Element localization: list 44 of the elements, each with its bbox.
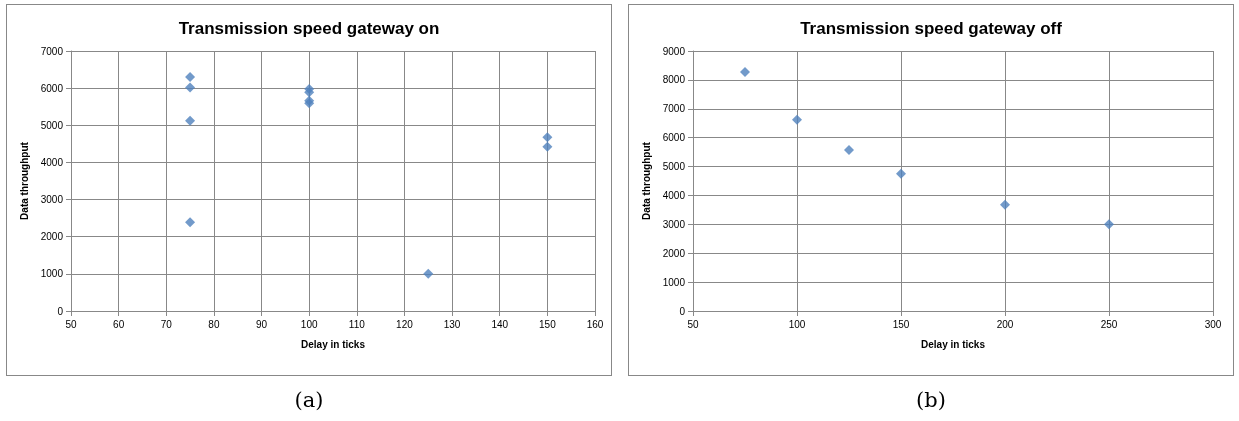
- y-tick-label: 6000: [662, 132, 686, 144]
- x-tick-label: 140: [491, 318, 509, 330]
- y-tick-label: 3000: [662, 218, 686, 230]
- x-tick-label: 300: [1204, 318, 1222, 330]
- y-tick-label: 0: [679, 305, 686, 317]
- y-tick-label: 5000: [662, 161, 686, 173]
- x-tick-label: 100: [300, 318, 318, 330]
- y-tick-label: 3000: [40, 194, 64, 206]
- x-tick-label: 50: [687, 318, 699, 330]
- y-tick-label: 4000: [662, 189, 686, 201]
- y-tick-label: 2000: [40, 231, 64, 243]
- y-tick-label: 7000: [662, 103, 686, 115]
- text: (a): [293, 388, 325, 412]
- y-tick-label: 1000: [40, 268, 64, 280]
- text: (b): [915, 388, 947, 412]
- x-tick-label: 130: [443, 318, 461, 330]
- x-tick-label: 90: [255, 318, 268, 330]
- x-tick-label: 100: [788, 318, 806, 330]
- y-tick-label: 1000: [662, 276, 686, 288]
- y-tick-label: 7000: [40, 45, 64, 57]
- y-tick-label: 0: [57, 305, 64, 317]
- x-tick-label: 60: [113, 318, 125, 330]
- x-tick-label: 150: [539, 318, 557, 330]
- x-tick-label: 200: [996, 318, 1014, 330]
- x-tick-label: 80: [208, 318, 220, 330]
- chart-title: Transmission speed gateway on: [178, 19, 440, 38]
- y-tick-label: 4000: [40, 156, 64, 168]
- y-axis-title: Data throughput: [640, 141, 652, 220]
- x-tick-label: 120: [396, 318, 414, 330]
- x-axis-title: Delay in ticks: [921, 338, 986, 350]
- x-tick-label: 50: [65, 318, 77, 330]
- y-tick-label: 8000: [662, 74, 686, 86]
- x-tick-label: 150: [892, 318, 910, 330]
- x-tick-label: 70: [160, 318, 173, 330]
- x-tick-label: 110: [348, 318, 366, 330]
- y-axis-title: Data throughput: [18, 141, 30, 220]
- x-axis-title: Delay in ticks: [301, 338, 366, 350]
- chart-title: Transmission speed gateway off: [800, 19, 1063, 38]
- y-tick-label: 6000: [40, 82, 64, 94]
- x-tick-label: 160: [586, 318, 604, 330]
- y-tick-label: 2000: [662, 247, 686, 259]
- y-tick-label: 9000: [662, 45, 686, 57]
- y-tick-label: 5000: [40, 119, 64, 131]
- x-tick-label: 250: [1100, 318, 1118, 330]
